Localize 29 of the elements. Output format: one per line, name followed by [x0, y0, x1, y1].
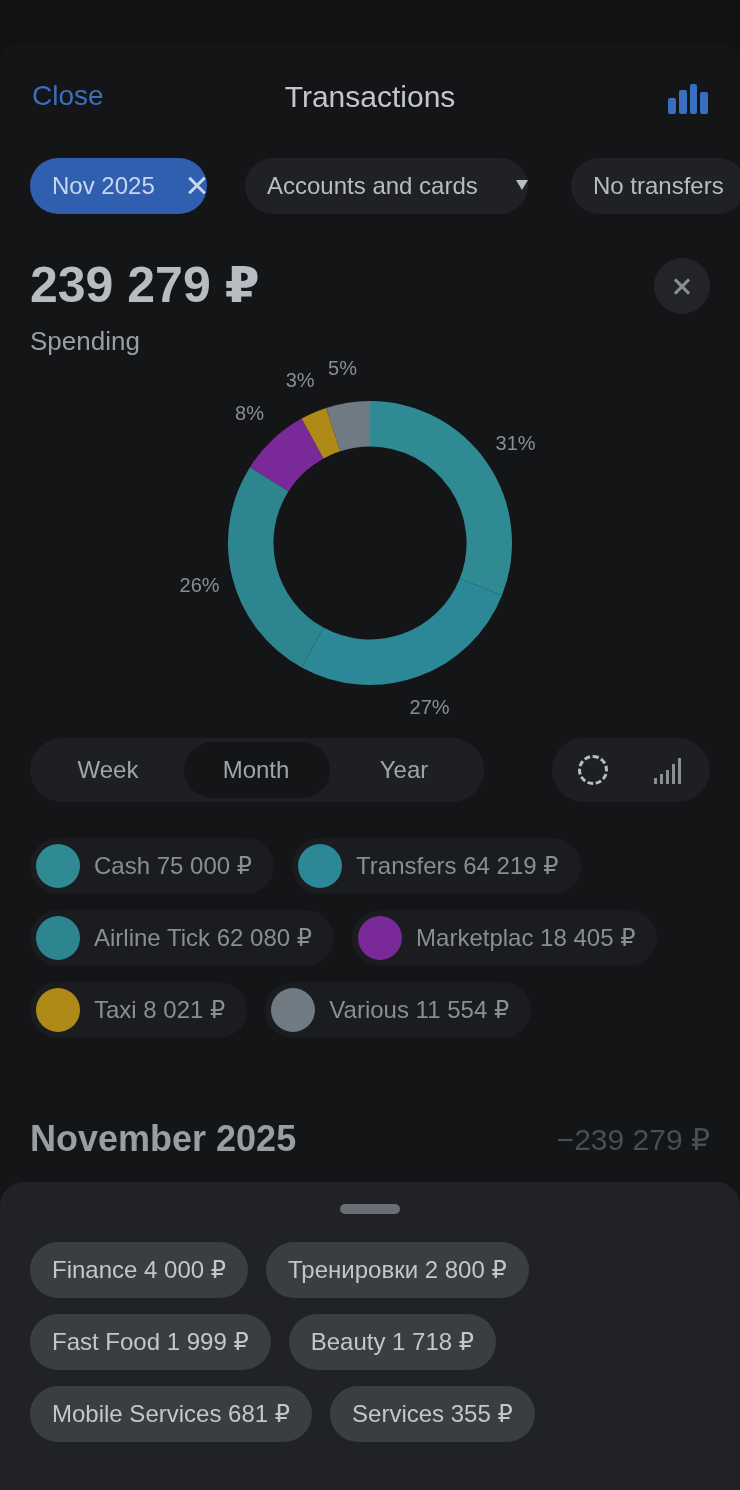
- text: Month: [221, 756, 291, 784]
- legend-label: Taxi 8 021 ₽: [94, 996, 226, 1024]
- legend-label: Various 11 554 ₽: [329, 996, 510, 1024]
- data-label: 31%: [495, 431, 536, 454]
- legend-label: Marketplac 18 405 ₽: [416, 924, 636, 952]
- data-label: 5%: [328, 356, 358, 379]
- legend-label: Transfers 64 219 ₽: [356, 852, 559, 880]
- text: Beauty 1 718 ₽: [288, 1314, 497, 1370]
- data-label: 3%: [285, 368, 315, 391]
- text: Fast Food 1 999 ₽: [30, 1314, 271, 1370]
- text: November 2025: [30, 1118, 297, 1160]
- text: Week: [76, 756, 140, 784]
- data-label: 8%: [235, 402, 265, 425]
- text: No transfers: [571, 158, 740, 214]
- data-label: 26%: [179, 574, 220, 597]
- legend-label: Cash 75 000 ₽: [94, 852, 253, 880]
- legend-label: Airline Tick 62 080 ₽: [94, 924, 313, 952]
- text: Accounts and cards: [245, 158, 528, 214]
- text: Services 355 ₽: [330, 1386, 535, 1442]
- text: Тренировки 2 800 ₽: [266, 1242, 529, 1298]
- chart-subtitle: Spending: [30, 326, 140, 357]
- text: Close: [32, 80, 104, 112]
- text: Year: [378, 756, 430, 784]
- text: Transactions: [284, 80, 456, 113]
- text: −239 279 ₽: [556, 1122, 710, 1157]
- text: Mobile Services 681 ₽: [30, 1386, 313, 1442]
- data-label: 27%: [409, 696, 450, 719]
- chart-title: 239 279 ₽: [30, 256, 260, 314]
- text: Finance 4 000 ₽: [30, 1242, 249, 1298]
